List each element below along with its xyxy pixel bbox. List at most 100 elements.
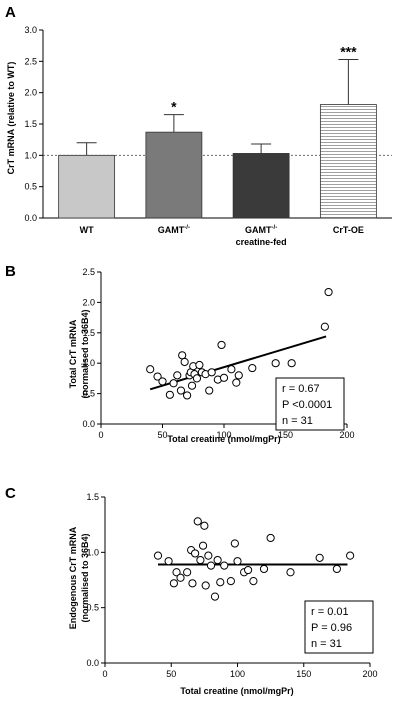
panel-b-stats-box (275, 377, 345, 431)
panel-c-point (176, 573, 185, 582)
panel-b-point (324, 287, 333, 297)
panel-c-point (169, 579, 178, 588)
panel-b-point (217, 340, 226, 350)
panel-c-xtick-label: 150 (296, 669, 311, 679)
panel-a-category-label: GAMT-/- (245, 225, 277, 235)
panel-a-ytick-label: 2.5 (24, 56, 37, 66)
panel-c-xtick-label: 0 (102, 669, 107, 679)
panel-c-point (244, 565, 253, 575)
panel-c-point (233, 557, 242, 566)
panel-b: B Total CrT mRNA (normalised to 36B4) To… (5, 263, 355, 444)
panel-b-ytick-label: 2.5 (82, 267, 95, 277)
panel-b-point (178, 351, 187, 360)
panel-a-ylabel: CrT mRNA (relative to WT) (6, 62, 16, 175)
panel-a-bar (232, 153, 290, 219)
panel-b-point (205, 386, 214, 395)
panel-c-point (220, 561, 229, 570)
panel-c-point (172, 568, 181, 577)
panel-a-bar (58, 154, 116, 219)
panel-c-point (193, 517, 202, 526)
panel-b-fit-line (149, 335, 327, 391)
panel-c-ytick-label: 0.5 (86, 603, 99, 613)
panel-c-point (204, 551, 213, 560)
panel-c-stats-n: n = 31 (311, 638, 342, 650)
panel-b-ytick-label: 1.0 (82, 358, 95, 368)
panel-c-xlabel: Total creatine (nmol/mgPr) (180, 686, 293, 696)
panel-c-point (198, 541, 208, 550)
panel-c-point (226, 577, 235, 586)
panel-a-category-label: GAMT-/- (158, 225, 190, 235)
panel-b-point (187, 381, 197, 390)
panel-b-letter: B (5, 263, 16, 280)
panel-b-point (287, 359, 296, 368)
panel-b-point (173, 371, 182, 380)
panel-c-ytick-label: 1.5 (86, 492, 99, 502)
panel-a-letter: A (5, 4, 16, 21)
panel-b-ytick-label: 1.5 (82, 328, 95, 338)
panel-b-ytick-label: 0.5 (82, 389, 95, 399)
panel-a-category-label: WT (80, 225, 94, 235)
panel-b-point (195, 360, 204, 370)
panel-b-point (271, 359, 280, 368)
panel-b-xtick-label: 150 (278, 430, 293, 440)
panel-c-point (249, 577, 258, 586)
panel-b-xtick-label: 100 (216, 430, 231, 440)
panel-c-letter: C (5, 485, 16, 502)
panel-b-point (320, 322, 329, 331)
panel-c-xtick-label: 100 (230, 669, 245, 679)
panel-c-ytick-label: 1.0 (86, 547, 99, 557)
panel-c-point (266, 533, 275, 543)
panel-c-point (210, 592, 220, 601)
panel-c-stats-box (304, 600, 374, 654)
panel-b-ytick-label: 2.0 (82, 297, 95, 307)
panel-c-point (153, 551, 163, 560)
panel-b-point (180, 357, 189, 367)
panel-b-xlabel: Total creatine (nmol/mgPr) (167, 434, 280, 444)
panel-c-point (183, 568, 192, 577)
panel-a-ytick-label: 1.5 (24, 119, 37, 129)
panel-c-point (201, 581, 210, 590)
panel-b-stats-r: r = 0.67 (282, 383, 320, 395)
panel-c-xtick-label: 200 (362, 669, 377, 679)
panel-b-ytick-label: 0.0 (82, 419, 95, 429)
panel-b-xtick-label: 50 (157, 430, 167, 440)
panel-b-point (158, 377, 167, 386)
panel-b-stats-n: n = 31 (282, 415, 313, 427)
panel-c-stats-r: r = 0.01 (311, 606, 349, 618)
panel-c-point (259, 564, 269, 574)
panel-c-point (286, 568, 295, 577)
panel-c-xtick-label: 50 (166, 669, 176, 679)
panel-a-ytick-label: 0.0 (24, 213, 37, 223)
panel-c-point (332, 564, 341, 574)
panel-b-point (153, 372, 162, 381)
panel-b-point (234, 371, 243, 380)
panel-a-category-superscript: -/- (272, 225, 278, 231)
panel-c-point (213, 555, 222, 565)
panel-b-point (207, 368, 216, 377)
panel-c-point (191, 549, 200, 558)
panel-b-point (146, 365, 155, 374)
panel-c: C Endogenous CrT mRNA (normalised to 36B… (5, 485, 378, 696)
panel-b-ylabel-line1: Total CrT mRNA (68, 319, 78, 388)
panel-b-point (183, 391, 192, 400)
panel-b-ylabel-line2: (normalised to 36B4) (80, 309, 90, 398)
panel-c-ylabel-line2: (normalised to 36B4) (80, 533, 90, 622)
panel-c-point (196, 555, 205, 565)
panel-c-ytick-label: 0.0 (86, 658, 99, 668)
panel-c-point (188, 579, 197, 588)
panel-b-point (165, 390, 174, 399)
panel-b-point (192, 374, 202, 383)
panel-b-point (176, 386, 186, 395)
panel-a-significance: *** (340, 43, 357, 59)
panel-b-point (219, 373, 229, 382)
panel-c-stats-p: P = 0.96 (311, 622, 352, 634)
panel-a-bar (319, 104, 377, 219)
panel-b-xtick-label: 0 (98, 430, 103, 440)
panel-a-significance: * (171, 99, 177, 115)
panel-b-point (169, 379, 178, 388)
panel-b-point (232, 378, 241, 387)
panel-c-point (206, 561, 216, 570)
panel-c-point (346, 551, 355, 560)
panel-b-stats-p: P <0.0001 (282, 399, 332, 411)
